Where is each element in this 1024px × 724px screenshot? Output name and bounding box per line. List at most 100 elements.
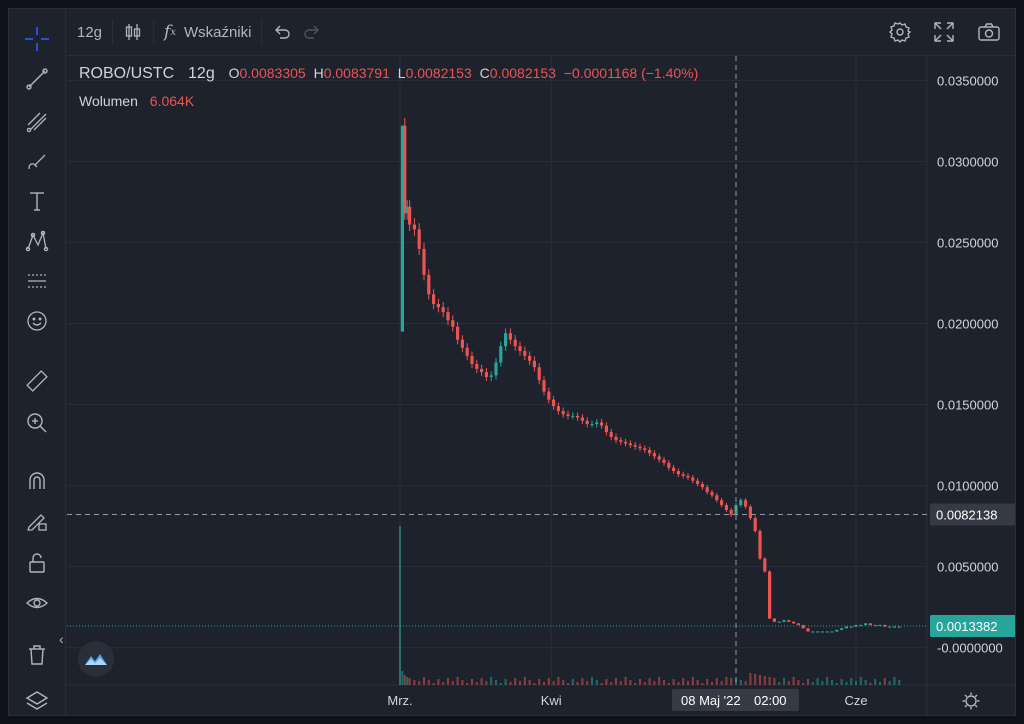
volume-bar	[711, 682, 713, 685]
candle-body	[475, 364, 479, 369]
candle-body	[518, 346, 522, 352]
candle-body	[403, 125, 407, 214]
candle-body	[542, 380, 546, 392]
candle-body	[840, 628, 844, 630]
candle-body	[777, 621, 781, 623]
candle-body	[470, 355, 474, 365]
volume-bar	[605, 679, 608, 685]
pattern-icon[interactable]	[23, 227, 51, 255]
candle-body	[700, 483, 704, 488]
undo-button[interactable]	[262, 9, 302, 55]
volume-bar	[691, 677, 694, 685]
candle-body	[710, 492, 714, 496]
volume-bar	[898, 680, 901, 685]
volume-bar	[533, 683, 536, 685]
camera-icon[interactable]	[977, 21, 1001, 43]
lock-drawing-icon[interactable]	[23, 507, 51, 535]
candle-body	[400, 125, 404, 332]
eye-icon[interactable]	[23, 589, 51, 617]
candle-body	[480, 368, 484, 373]
fullscreen-icon[interactable]	[933, 21, 955, 43]
gear-icon[interactable]	[889, 21, 911, 43]
volume-bar	[739, 680, 742, 685]
candle-body	[547, 391, 551, 400]
legend-o-label: O	[228, 65, 240, 81]
legend-c-label: C	[479, 65, 490, 81]
volume-bar	[682, 678, 685, 685]
candle-body	[456, 326, 460, 340]
redo-icon	[302, 22, 322, 42]
candle-body	[792, 621, 796, 624]
candle-body	[585, 420, 589, 424]
volume-bar	[874, 679, 877, 685]
price-tick-label: 0.0150000	[937, 398, 998, 413]
volume-bar	[773, 678, 776, 685]
axis-settings-icon-tooth	[974, 694, 978, 698]
volume-bar	[888, 681, 891, 685]
volume-bar	[845, 682, 848, 685]
fib-icon[interactable]	[23, 107, 51, 135]
candle-body	[825, 631, 829, 633]
toolbar-divider	[261, 20, 263, 44]
price-tick-label: 0.0350000	[937, 73, 998, 88]
price-tick-label: 0.0200000	[937, 316, 998, 331]
brush-icon[interactable]	[23, 147, 51, 175]
trend-line-icon[interactable]	[23, 65, 51, 93]
volume-bar	[504, 679, 507, 685]
candle-body	[432, 294, 436, 305]
candle-body	[744, 500, 748, 507]
volume-bar	[591, 677, 593, 685]
ruler-icon[interactable]	[23, 367, 51, 395]
unlock-icon[interactable]	[23, 549, 51, 577]
legend-volume: Wolumen 6.064K	[79, 93, 198, 109]
candle-body	[513, 339, 517, 347]
candle-body	[619, 440, 623, 442]
candle-body	[595, 422, 599, 424]
candle-body	[460, 339, 464, 348]
layers-icon[interactable]	[23, 687, 51, 715]
volume-bar	[418, 681, 421, 685]
emoji-icon[interactable]	[23, 307, 51, 335]
candle-body	[844, 626, 848, 629]
candle-body	[796, 623, 800, 626]
legend-low: 0.0082153	[405, 65, 472, 81]
forecast-icon[interactable]	[23, 267, 51, 295]
volume-bar	[725, 677, 728, 685]
redo-button[interactable]	[302, 9, 332, 55]
volume-bar	[634, 683, 637, 685]
candle-body	[686, 475, 690, 478]
volume-bar	[840, 679, 843, 685]
price-chart[interactable]: 0.0350000 0.0300000 0.0250000 0.0200000 0.01…	[9, 9, 1016, 716]
volume-bar	[783, 678, 785, 685]
crosshair-icon[interactable]	[23, 25, 51, 53]
candle-body	[729, 509, 733, 515]
candle-body	[859, 625, 863, 627]
volume-bar	[677, 682, 680, 685]
volume-bar	[595, 680, 598, 685]
volume-bar	[423, 677, 425, 685]
candle-body	[532, 360, 536, 368]
text-icon[interactable]	[23, 187, 51, 215]
interval-label: 12g	[77, 23, 103, 41]
magnet-icon[interactable]	[23, 467, 51, 495]
tradingview-logo-icon[interactable]	[78, 641, 114, 677]
zoom-in-icon[interactable]	[23, 409, 51, 437]
volume-bar	[461, 680, 464, 685]
chart-type-button[interactable]	[113, 9, 153, 55]
candle-body	[638, 446, 642, 449]
crosshair-time-label-hour: 02:00	[754, 693, 787, 708]
volume-bar	[432, 683, 435, 685]
candle-body	[864, 623, 868, 626]
trash-icon[interactable]	[23, 641, 51, 669]
interval-button[interactable]: 12g	[67, 9, 112, 55]
volume-bar	[855, 681, 857, 685]
undo-icon	[272, 22, 292, 42]
volume-bar	[792, 677, 795, 685]
volume-bar	[850, 678, 853, 685]
candle-body	[561, 411, 565, 415]
collapse-arrow-icon[interactable]: ‹	[59, 631, 64, 647]
crosshair-overlay: 0.0082138 0.0013382 08 Maj '22 02:00	[67, 56, 1015, 711]
